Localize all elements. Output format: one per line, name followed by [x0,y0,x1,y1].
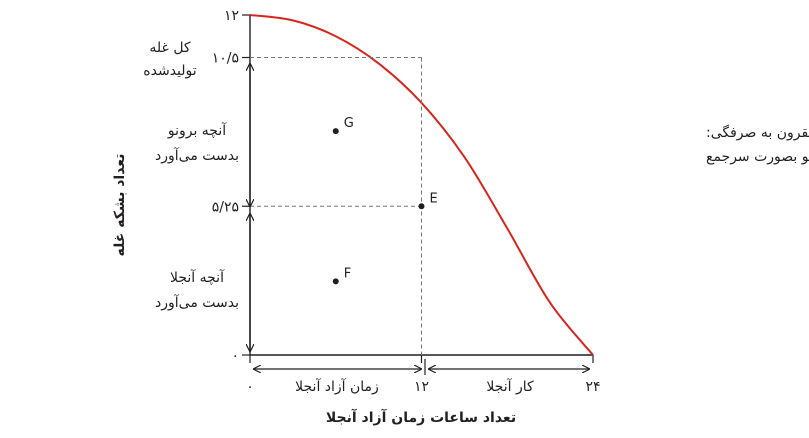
y-axis-title: تعداد بشکه غله [112,154,128,257]
point-label-F: F [344,266,351,281]
frontier-label-2: آنجلا و برونو بصورت سرجمع [706,148,809,165]
bruno-gets-label-2: بدست می‌آورد [155,147,239,164]
free-time-label: زمان آزاد آنجلا [295,378,379,395]
bruno-gets-label: آنچه برونو [167,122,227,139]
x-tick-label-2: ۲۴ [585,379,600,395]
y-tick-label-3: ۱۲ [224,8,239,24]
point-G [332,128,339,135]
data-points: G E F [332,116,438,285]
y-tick-label-1: ۵/۲۵ [212,199,239,215]
total-grain-label: کل غله [149,40,191,56]
point-label-G: G [344,116,354,131]
y-ticks: ۰ ۵/۲۵ ۱۰/۵ ۱۲ [212,8,250,364]
guide-lines [250,57,422,355]
angela-gets-label-2: بدست می‌آورد [155,294,239,311]
frontier-label: مرز مقرون به صرفگی: [706,124,809,141]
total-grain-label-2: تولیدشده [143,63,196,79]
point-label-E: E [430,191,438,206]
point-F [332,278,339,285]
y-tick-label-2: ۱۰/۵ [212,51,239,67]
point-E [418,203,425,210]
x-tick-label-0: ۰ [246,379,254,395]
x-tick-label-1: ۱۲ [414,379,429,395]
x-axis-title: تعداد ساعات زمان آزاد آنجلا [326,408,516,426]
x-ticks: ۰ ۱۲ ۲۴ [246,355,601,395]
y-tick-label-0: ۰ [231,348,239,364]
angela-gets-label: آنچه آنجلا [170,269,225,286]
frontier-curve [249,14,594,356]
work-label: کار آنجلا [486,378,534,395]
